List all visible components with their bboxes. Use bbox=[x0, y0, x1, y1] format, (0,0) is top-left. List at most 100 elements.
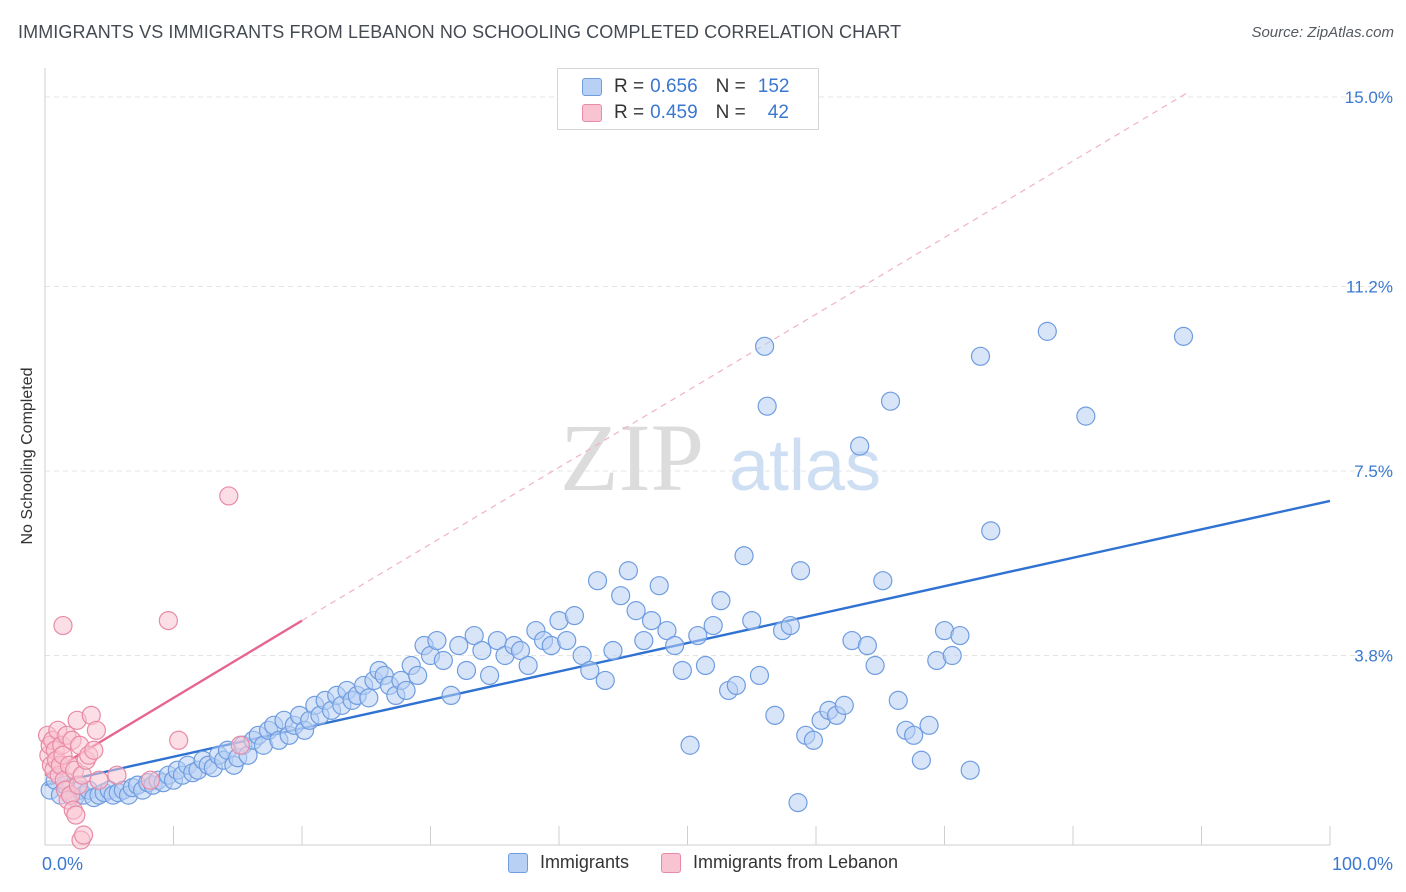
point-immigrants bbox=[665, 635, 685, 656]
point-immigrants bbox=[603, 640, 623, 661]
point-immigrants bbox=[904, 725, 924, 745]
point-lebanon bbox=[230, 735, 250, 755]
point-immigrants bbox=[1076, 406, 1096, 426]
legend-swatch-immigrants bbox=[507, 852, 528, 873]
point-immigrants bbox=[850, 436, 870, 456]
x-tick-label: 0.0% bbox=[42, 854, 83, 874]
point-immigrants bbox=[580, 660, 600, 681]
legend-swatch-lebanon bbox=[660, 852, 681, 873]
trend-line-extension-lebanon bbox=[301, 91, 1189, 622]
point-immigrants bbox=[703, 615, 723, 636]
axes bbox=[44, 68, 1331, 846]
point-immigrants bbox=[1037, 321, 1057, 341]
point-immigrants bbox=[587, 571, 608, 591]
point-immigrants bbox=[518, 655, 538, 676]
legend-label-lebanon: Immigrants from Lebanon bbox=[692, 852, 899, 872]
point-immigrants bbox=[618, 561, 638, 581]
point-immigrants bbox=[749, 665, 770, 686]
legend-item-lebanon: Immigrants from Lebanon bbox=[660, 852, 899, 873]
point-immigrants bbox=[695, 655, 716, 676]
point-immigrants bbox=[634, 630, 654, 651]
point-immigrants bbox=[557, 630, 577, 651]
watermark-zip: ZIP bbox=[560, 404, 704, 511]
point-immigrants bbox=[726, 675, 746, 696]
point-immigrants bbox=[942, 645, 962, 666]
point-immigrants bbox=[611, 586, 631, 606]
point-immigrants bbox=[873, 571, 893, 591]
legend-n-value: 152 bbox=[757, 76, 790, 97]
point-lebanon bbox=[89, 770, 109, 790]
y-tick-label: 3.8% bbox=[1354, 647, 1393, 666]
point-immigrants bbox=[834, 695, 854, 715]
point-immigrants bbox=[657, 620, 677, 641]
point-immigrants bbox=[427, 630, 447, 651]
point-immigrants bbox=[433, 650, 453, 671]
legend-row-immigrants: R = 0.656 N = 152 bbox=[582, 74, 789, 100]
point-immigrants bbox=[857, 635, 878, 656]
point-immigrants bbox=[688, 625, 708, 646]
point-immigrants bbox=[888, 690, 908, 710]
data-points bbox=[37, 321, 1194, 850]
tick-labels: 3.8% 7.5% 11.2% 15.0% 0.0% 100.0% bbox=[42, 88, 1393, 874]
point-immigrants bbox=[754, 336, 775, 356]
point-immigrants bbox=[641, 610, 662, 631]
point-immigrants bbox=[396, 680, 416, 701]
point-immigrants bbox=[734, 546, 754, 566]
correlation-legend: R = 0.656 N = 152 R = 0.459 N = 42 bbox=[557, 68, 819, 130]
legend-swatch-lebanon bbox=[582, 104, 602, 122]
point-immigrants bbox=[711, 591, 731, 611]
point-immigrants bbox=[449, 635, 469, 656]
point-immigrants bbox=[456, 660, 477, 681]
point-lebanon bbox=[107, 765, 127, 785]
y-tick-label: 11.2% bbox=[1346, 277, 1393, 296]
point-immigrants bbox=[649, 576, 669, 596]
legend-n-label: N = bbox=[715, 76, 746, 97]
point-immigrants bbox=[970, 346, 991, 366]
watermark: ZIP atlas bbox=[560, 404, 881, 511]
point-immigrants bbox=[765, 705, 785, 725]
point-immigrants bbox=[359, 688, 379, 708]
legend-r-label: R = bbox=[614, 102, 645, 123]
point-immigrants bbox=[865, 655, 885, 676]
point-immigrants bbox=[950, 625, 970, 646]
legend-row-lebanon: R = 0.459 N = 42 bbox=[582, 100, 789, 126]
point-immigrants bbox=[981, 521, 1001, 541]
point-immigrants bbox=[780, 615, 800, 636]
point-immigrants bbox=[1173, 326, 1194, 346]
point-immigrants bbox=[480, 665, 500, 686]
point-immigrants bbox=[911, 750, 931, 770]
chart-title: IMMIGRANTS VS IMMIGRANTS FROM LEBANON NO… bbox=[18, 22, 902, 42]
point-immigrants bbox=[757, 396, 777, 416]
point-immigrants bbox=[672, 660, 692, 681]
point-immigrants bbox=[472, 640, 492, 661]
legend-swatch-immigrants bbox=[582, 78, 602, 96]
series-legend: Immigrants Immigrants from Lebanon bbox=[0, 852, 1406, 873]
point-immigrants bbox=[595, 670, 615, 691]
gridlines bbox=[45, 96, 1395, 657]
point-lebanon bbox=[219, 486, 239, 506]
point-immigrants bbox=[919, 715, 939, 735]
legend-n-label: N = bbox=[715, 102, 746, 123]
point-immigrants bbox=[790, 561, 811, 581]
legend-r-value: 0.459 bbox=[650, 102, 698, 123]
legend-n-value: 42 bbox=[767, 102, 789, 123]
point-immigrants bbox=[680, 735, 700, 755]
point-immigrants bbox=[788, 793, 808, 813]
point-immigrants bbox=[408, 665, 428, 686]
source-credit: Source: ZipAtlas.com bbox=[1251, 24, 1394, 41]
point-immigrants bbox=[441, 685, 461, 706]
point-immigrants bbox=[626, 601, 646, 621]
point-lebanon bbox=[73, 825, 94, 845]
legend-r-value: 0.656 bbox=[650, 76, 698, 97]
point-immigrants bbox=[742, 610, 762, 631]
point-immigrants bbox=[564, 606, 585, 626]
point-lebanon bbox=[140, 770, 160, 790]
legend-r-label: R = bbox=[614, 76, 645, 97]
point-lebanon bbox=[158, 610, 178, 631]
point-immigrants bbox=[880, 391, 901, 411]
point-immigrants bbox=[960, 760, 980, 780]
legend-item-immigrants: Immigrants bbox=[507, 852, 629, 873]
point-lebanon bbox=[53, 615, 73, 636]
point-lebanon bbox=[66, 805, 86, 825]
